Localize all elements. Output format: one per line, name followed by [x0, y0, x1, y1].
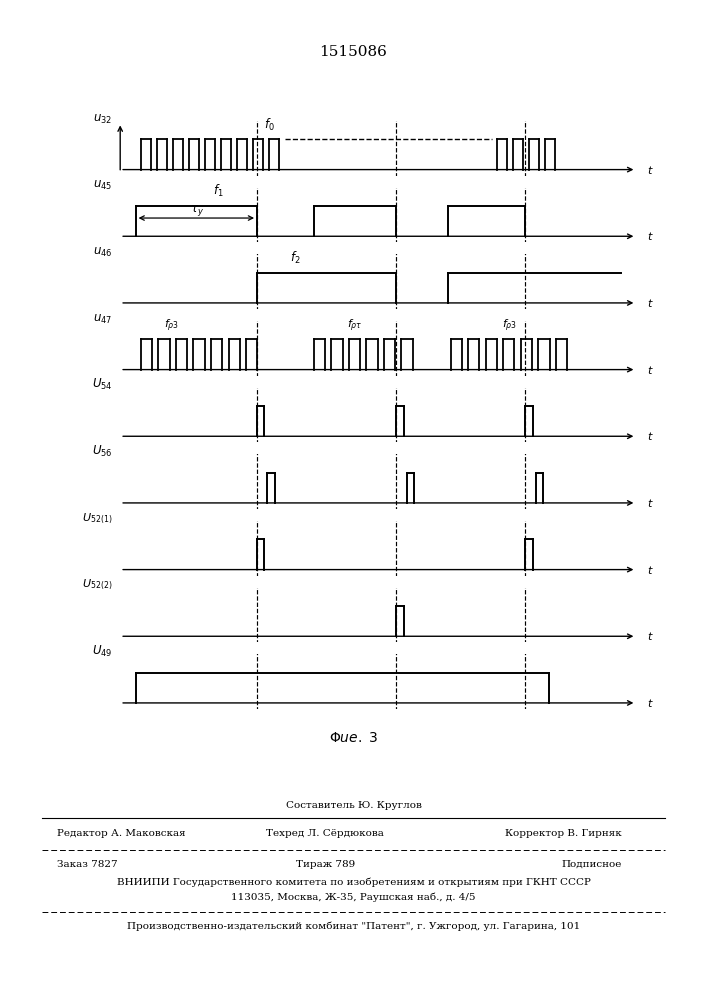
Text: $f_0$: $f_0$ [264, 117, 275, 133]
Text: $U_{49}$: $U_{49}$ [92, 644, 112, 659]
Text: $t$: $t$ [647, 297, 653, 309]
Text: $f_{\rho 3}$: $f_{\rho 3}$ [164, 318, 180, 334]
Text: $U_{56}$: $U_{56}$ [92, 444, 112, 459]
Text: $\Phi u\mathit{e}.\ 3$: $\Phi u\mathit{e}.\ 3$ [329, 731, 378, 745]
Text: $t$: $t$ [647, 697, 653, 709]
Text: $u_{46}$: $u_{46}$ [93, 246, 112, 259]
Text: $u_{32}$: $u_{32}$ [93, 112, 112, 126]
Text: Составитель Ю. Круглов: Составитель Ю. Круглов [286, 800, 421, 810]
Text: ВНИИПИ Государственного комитета по изобретениям и открытиям при ГКНТ СССР: ВНИИПИ Государственного комитета по изоб… [117, 877, 590, 887]
Text: Производственно-издательский комбинат "Патент", г. Ужгород, ул. Гагарина, 101: Производственно-издательский комбинат "П… [127, 921, 580, 931]
Text: $U_{52(2)}$: $U_{52(2)}$ [82, 578, 112, 592]
Text: $t$: $t$ [647, 364, 653, 376]
Text: Заказ 7827: Заказ 7827 [57, 860, 117, 869]
Text: $t$: $t$ [647, 164, 653, 176]
Text: Редактор А. Маковская: Редактор А. Маковская [57, 829, 185, 838]
Text: Корректор В. Гирняк: Корректор В. Гирняк [506, 829, 622, 838]
Text: $u_{47}$: $u_{47}$ [93, 312, 112, 326]
Text: $t$: $t$ [647, 497, 653, 509]
Text: 1515086: 1515086 [320, 45, 387, 59]
Text: $f_{\rho 3}$: $f_{\rho 3}$ [502, 318, 518, 334]
Text: $\tau_y$: $\tau_y$ [189, 203, 204, 218]
Text: $U_{54}$: $U_{54}$ [92, 377, 112, 392]
Text: $f_1$: $f_1$ [213, 183, 223, 199]
Text: $f_2$: $f_2$ [291, 250, 301, 266]
Text: $t$: $t$ [647, 630, 653, 642]
Text: 113035, Москва, Ж-35, Раушская наб., д. 4/5: 113035, Москва, Ж-35, Раушская наб., д. … [231, 893, 476, 902]
Text: Тираж 789: Тираж 789 [296, 860, 355, 869]
Text: $t$: $t$ [647, 230, 653, 242]
Text: Техред Л. Сёрдюкова: Техред Л. Сёрдюкова [267, 829, 384, 838]
Text: $t$: $t$ [647, 430, 653, 442]
Text: Подписное: Подписное [562, 860, 622, 869]
Text: $t$: $t$ [647, 564, 653, 576]
Text: $f_{\rho\tau}$: $f_{\rho\tau}$ [347, 318, 363, 334]
Text: $u_{45}$: $u_{45}$ [93, 179, 112, 192]
Text: $U_{52(1)}$: $U_{52(1)}$ [82, 511, 112, 526]
